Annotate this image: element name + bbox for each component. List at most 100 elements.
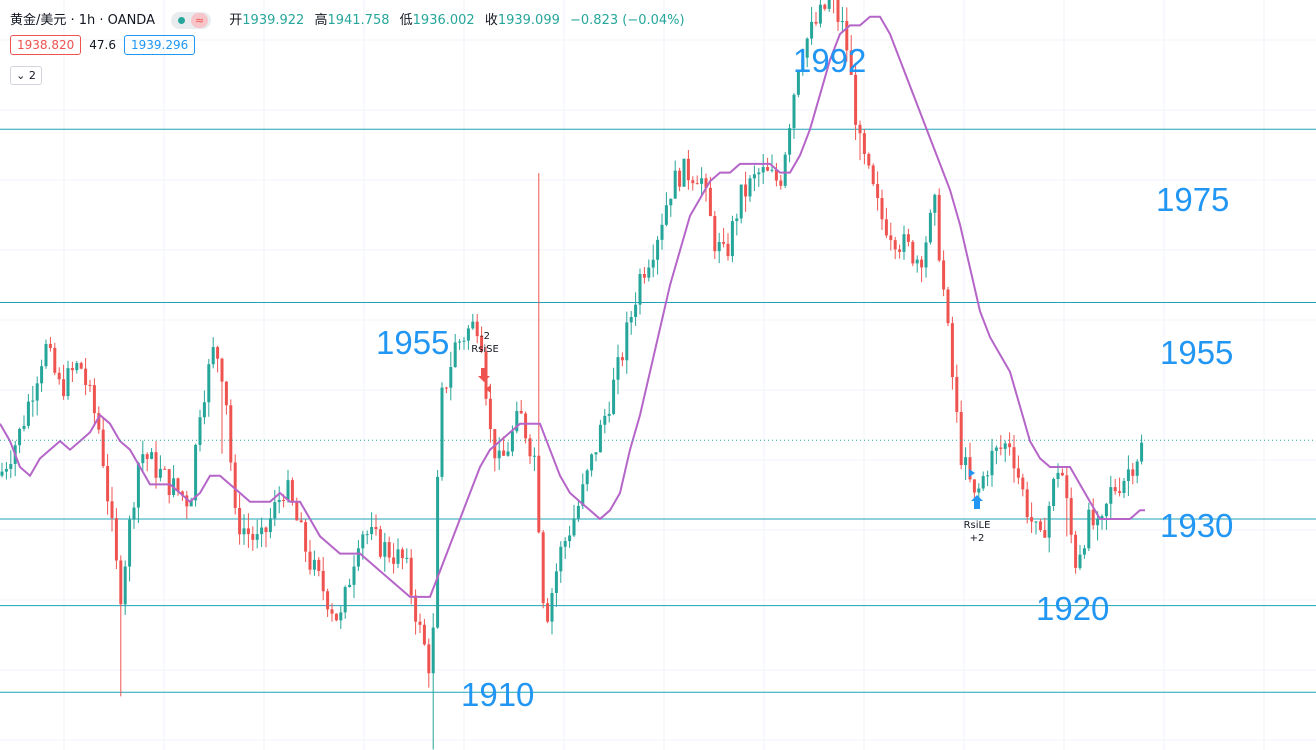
candle-body — [277, 499, 281, 503]
candle-body — [783, 154, 787, 186]
candle-body — [849, 50, 853, 75]
candle-body — [145, 454, 149, 459]
candle-body — [603, 415, 607, 425]
candle-body — [638, 274, 642, 305]
candle-body — [814, 21, 818, 24]
candle-body — [224, 381, 228, 406]
trade-prices: 1938.820 47.6 1939.296 — [10, 35, 196, 55]
candle-body — [1047, 505, 1051, 538]
candle-body — [136, 463, 140, 508]
candle-body — [616, 357, 620, 380]
candle-body — [326, 591, 330, 610]
candle-body — [620, 357, 624, 361]
candle-body — [1078, 554, 1082, 568]
candle-body — [1043, 530, 1047, 538]
candle-body — [691, 180, 695, 184]
candle-body — [739, 184, 743, 219]
candles — [0, 0, 1144, 750]
candle-body — [128, 519, 132, 567]
candle-body — [669, 198, 673, 206]
candle-body — [972, 479, 976, 493]
annotation-1955-left: 1955 — [376, 324, 450, 361]
candle-body — [361, 534, 365, 549]
candle-body — [541, 532, 545, 604]
candle-body — [537, 455, 541, 533]
candle-body — [299, 520, 303, 523]
candle-body — [1060, 472, 1064, 476]
candle-body — [664, 205, 668, 225]
candle-body — [801, 57, 805, 71]
candle-body — [238, 507, 242, 535]
candle-body — [88, 384, 92, 386]
candle-body — [282, 499, 286, 501]
candle-body — [444, 387, 448, 389]
candle-body — [836, 0, 840, 22]
candle-body — [598, 424, 602, 453]
candle-body — [66, 368, 70, 397]
candle-body — [770, 169, 774, 171]
candle-body — [422, 624, 426, 645]
candle-body — [867, 153, 871, 166]
candle-body — [942, 260, 946, 290]
candle-body — [946, 289, 950, 324]
buy-price-button[interactable]: 1939.296 — [123, 35, 196, 55]
candle-body — [1016, 468, 1020, 478]
candle-body — [1082, 548, 1086, 555]
candle-body — [79, 363, 83, 369]
candle-body — [35, 383, 39, 401]
short-arrow-icon — [478, 368, 490, 382]
ohlc-high: 高1941.758 — [314, 13, 390, 28]
candle-body — [18, 428, 22, 446]
candle-body — [321, 570, 325, 592]
candle-body — [440, 387, 444, 477]
candle-body — [854, 74, 858, 125]
candle-body — [862, 133, 866, 154]
symbol-title[interactable]: 黄金/美元 · 1h · OANDA — [10, 13, 155, 28]
candle-body — [612, 379, 616, 414]
candle-body — [651, 259, 655, 268]
candle-body — [1003, 443, 1007, 449]
candle-body — [488, 398, 492, 430]
candle-body — [796, 70, 800, 95]
candle-body — [990, 450, 994, 476]
candle-body — [510, 431, 514, 452]
candle-body — [735, 218, 739, 222]
candle-body — [436, 476, 440, 628]
visibility-toggle[interactable]: ≈ — [171, 12, 212, 29]
annotation-1975: 1975 — [1156, 181, 1230, 218]
candle-body — [840, 21, 844, 23]
candle-body — [876, 184, 880, 199]
indicator-collapse-button[interactable]: ⌄ 2 — [10, 66, 42, 85]
candle-body — [955, 377, 959, 412]
candle-body — [202, 402, 206, 418]
candle-body — [220, 358, 224, 382]
candle-body — [559, 546, 563, 572]
candle-body — [818, 4, 822, 24]
candle-body — [700, 178, 704, 184]
candle-body — [647, 267, 651, 278]
candle-body — [290, 480, 294, 503]
candle-body — [1113, 487, 1117, 492]
candle-body — [400, 549, 404, 559]
candle-body — [590, 454, 594, 471]
candle-body — [4, 468, 8, 472]
candle-body — [532, 455, 536, 457]
candle-body — [915, 259, 919, 264]
candle-body — [871, 165, 875, 185]
candle-body — [726, 243, 730, 257]
annotation-1920: 1920 — [1036, 590, 1110, 627]
candle-body — [898, 249, 902, 252]
candle-body — [31, 400, 35, 402]
candle-body — [1034, 521, 1038, 523]
moving-average-line — [0, 15, 1145, 598]
candle-body — [1021, 477, 1025, 490]
candle-body — [370, 526, 374, 535]
candle-body — [858, 124, 862, 134]
candle-body — [383, 542, 387, 557]
candle-body — [176, 478, 180, 492]
candle-body — [453, 342, 457, 368]
candle-body — [1109, 487, 1113, 504]
ohlc-open: 开1939.922 — [229, 13, 305, 28]
sell-price-button[interactable]: 1938.820 — [10, 35, 82, 55]
